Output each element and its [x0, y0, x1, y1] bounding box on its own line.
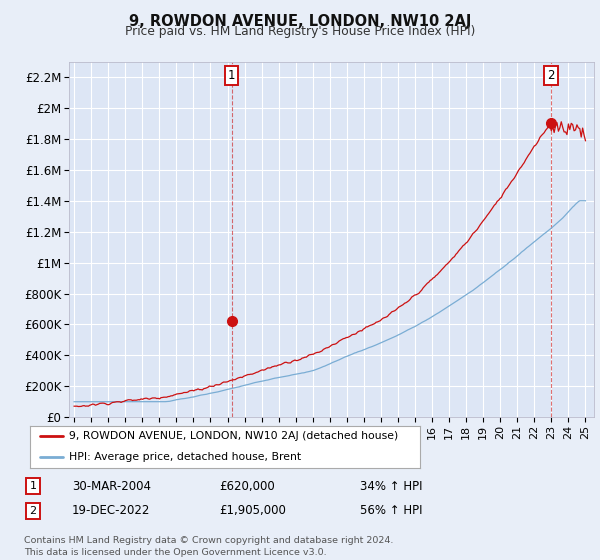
Text: 30-MAR-2004: 30-MAR-2004 [72, 479, 151, 493]
Text: 19-DEC-2022: 19-DEC-2022 [72, 504, 151, 517]
Text: 1: 1 [29, 481, 37, 491]
Text: 56% ↑ HPI: 56% ↑ HPI [360, 504, 422, 517]
Text: 9, ROWDON AVENUE, LONDON, NW10 2AJ (detached house): 9, ROWDON AVENUE, LONDON, NW10 2AJ (deta… [69, 431, 398, 441]
Text: 1: 1 [228, 69, 235, 82]
Text: 2: 2 [29, 506, 37, 516]
Text: 34% ↑ HPI: 34% ↑ HPI [360, 479, 422, 493]
Text: HPI: Average price, detached house, Brent: HPI: Average price, detached house, Bren… [69, 452, 301, 462]
Text: Contains HM Land Registry data © Crown copyright and database right 2024.
This d: Contains HM Land Registry data © Crown c… [24, 536, 394, 557]
Text: Price paid vs. HM Land Registry's House Price Index (HPI): Price paid vs. HM Land Registry's House … [125, 25, 475, 38]
Text: £620,000: £620,000 [219, 479, 275, 493]
Text: 9, ROWDON AVENUE, LONDON, NW10 2AJ: 9, ROWDON AVENUE, LONDON, NW10 2AJ [129, 14, 471, 29]
Text: £1,905,000: £1,905,000 [219, 504, 286, 517]
Text: 2: 2 [547, 69, 554, 82]
